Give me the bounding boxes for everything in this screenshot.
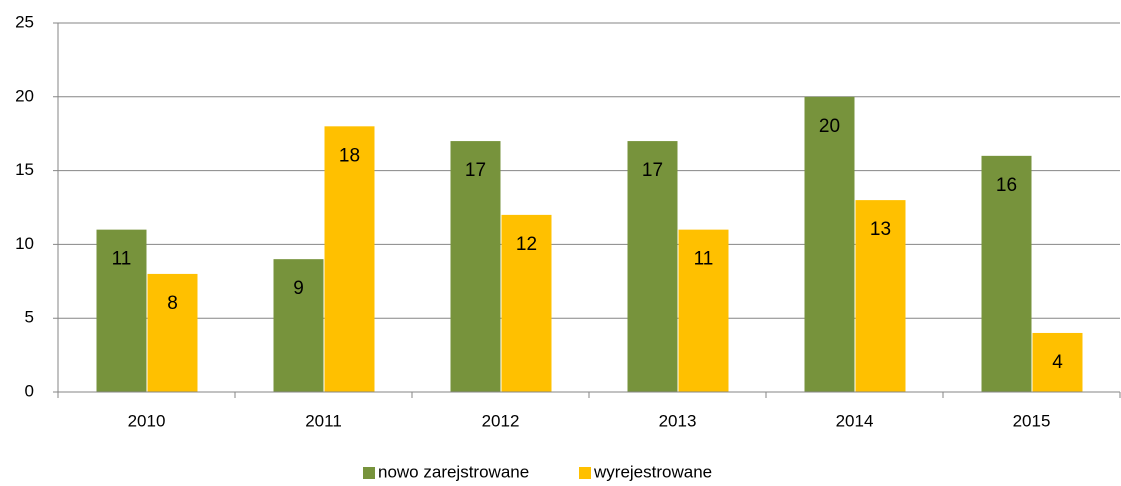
data-label: 18 [339, 145, 360, 166]
data-label: 11 [112, 249, 132, 270]
bar [627, 141, 678, 392]
y-tick-label: 25 [15, 12, 34, 31]
y-tick-label: 0 [25, 381, 34, 400]
bar [147, 273, 198, 392]
data-label: 17 [465, 160, 486, 181]
bar [981, 155, 1032, 392]
data-label: 17 [642, 160, 663, 181]
x-tick-label: 2014 [836, 411, 874, 430]
data-label: 11 [694, 249, 714, 270]
bar [678, 229, 729, 392]
data-label: 8 [167, 293, 178, 314]
bar [501, 214, 552, 392]
bar [450, 141, 501, 392]
y-tick-label: 15 [15, 160, 34, 179]
x-tick-label: 2015 [1013, 411, 1051, 430]
y-tick-label: 5 [25, 308, 34, 327]
bar [855, 200, 906, 392]
data-label: 9 [293, 278, 304, 299]
data-label: 13 [870, 219, 891, 240]
bar [804, 96, 855, 393]
legend-label: nowo zarejstrowane [378, 462, 529, 481]
x-tick-label: 2011 [305, 411, 342, 430]
x-tick-label: 2012 [482, 411, 520, 430]
bar [96, 229, 147, 392]
x-tick-label: 2013 [659, 411, 697, 430]
data-label: 12 [516, 234, 537, 255]
x-tick-label: 2010 [128, 411, 166, 430]
data-label: 16 [996, 175, 1017, 196]
y-tick-label: 10 [15, 234, 34, 253]
data-label: 4 [1052, 352, 1063, 373]
bar [273, 259, 324, 392]
legend-swatch [579, 467, 591, 479]
bar [1032, 332, 1083, 392]
legend-label: wyrejestrowane [593, 462, 712, 481]
bar [324, 126, 375, 392]
y-tick-label: 20 [15, 86, 34, 105]
data-label: 20 [819, 116, 840, 137]
legend-swatch [363, 467, 375, 479]
